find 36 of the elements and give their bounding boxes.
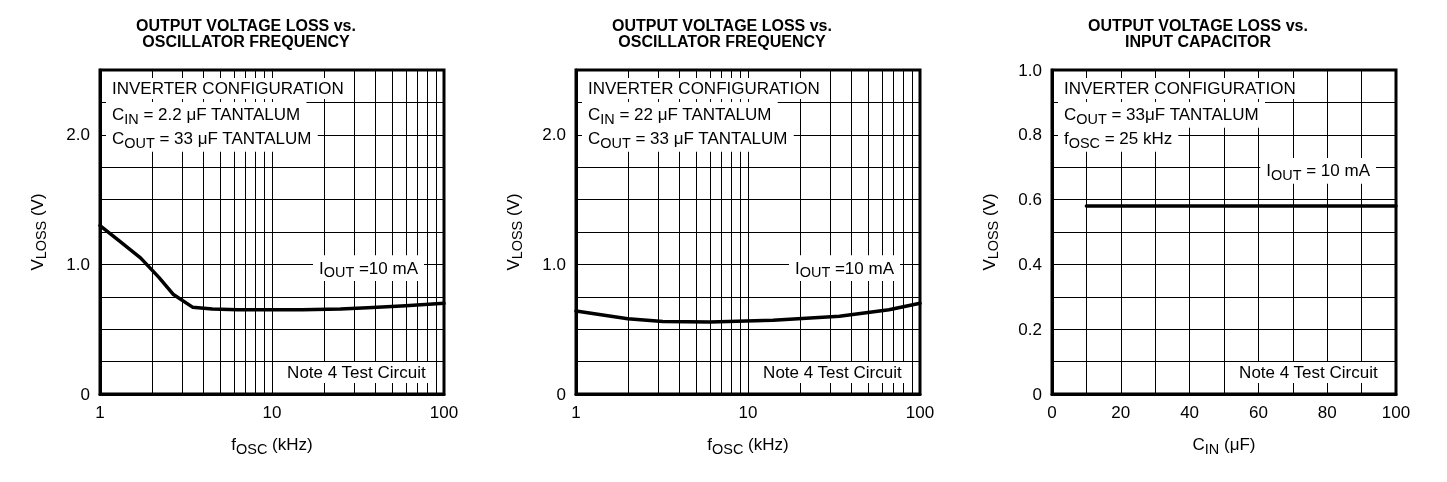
y-tick-label: 0: [1032, 384, 1042, 404]
annotation: INVERTER CONFIGURATION: [588, 79, 820, 98]
y-tick-label: 1.0: [542, 254, 566, 274]
annotation: Note 4 Test Circuit: [287, 363, 426, 382]
x-tick-label: 10: [738, 403, 758, 422]
y-tick-label: 0: [556, 384, 566, 404]
x-tick-label: 100: [905, 403, 935, 422]
chart-title: OUTPUT VOLTAGE LOSS vs. OSCILLATOR FREQUENCY: [612, 16, 832, 50]
y-tick-label: 2.0: [66, 125, 90, 145]
x-tick-label: 100: [1381, 403, 1411, 422]
chart-title: OUTPUT VOLTAGE LOSS vs. OSCILLATOR FREQUENCY: [136, 16, 356, 50]
annotation: Note 4 Test Circuit: [1239, 363, 1378, 382]
y-tick-label: 1.0: [66, 254, 90, 274]
x-tick-label: 0: [1047, 403, 1057, 422]
annotation: INVERTER CONFIGURATION: [1064, 79, 1296, 98]
y-axis-title: VLOSS (V): [503, 193, 525, 271]
y-tick-label: 0.8: [1018, 125, 1042, 145]
x-tick-label: 40: [1180, 403, 1200, 422]
y-tick-label: 2.0: [542, 125, 566, 145]
x-tick-label: 1: [95, 403, 105, 422]
x-tick-label: 10: [262, 403, 282, 422]
y-tick-label: 0.4: [1018, 254, 1042, 274]
y-tick-label: 0.2: [1018, 319, 1042, 339]
y-tick-label: 0: [80, 384, 90, 404]
y-axis-title: VLOSS (V): [979, 193, 1001, 271]
x-tick-label: 100: [429, 403, 459, 422]
x-tick-label: 1: [571, 403, 581, 422]
annotation: INVERTER CONFIGURATION: [112, 79, 344, 98]
chart-title: OUTPUT VOLTAGE LOSS vs. INPUT CAPACITOR: [1088, 16, 1308, 50]
y-tick-label: 0.6: [1018, 190, 1042, 210]
y-axis-title: VLOSS (V): [27, 193, 49, 271]
x-tick-label: 60: [1248, 403, 1268, 422]
x-tick-label: 80: [1317, 403, 1337, 422]
x-tick-label: 20: [1111, 403, 1131, 422]
annotation: Note 4 Test Circuit: [763, 363, 902, 382]
y-tick-label: 1.0: [1018, 60, 1042, 80]
